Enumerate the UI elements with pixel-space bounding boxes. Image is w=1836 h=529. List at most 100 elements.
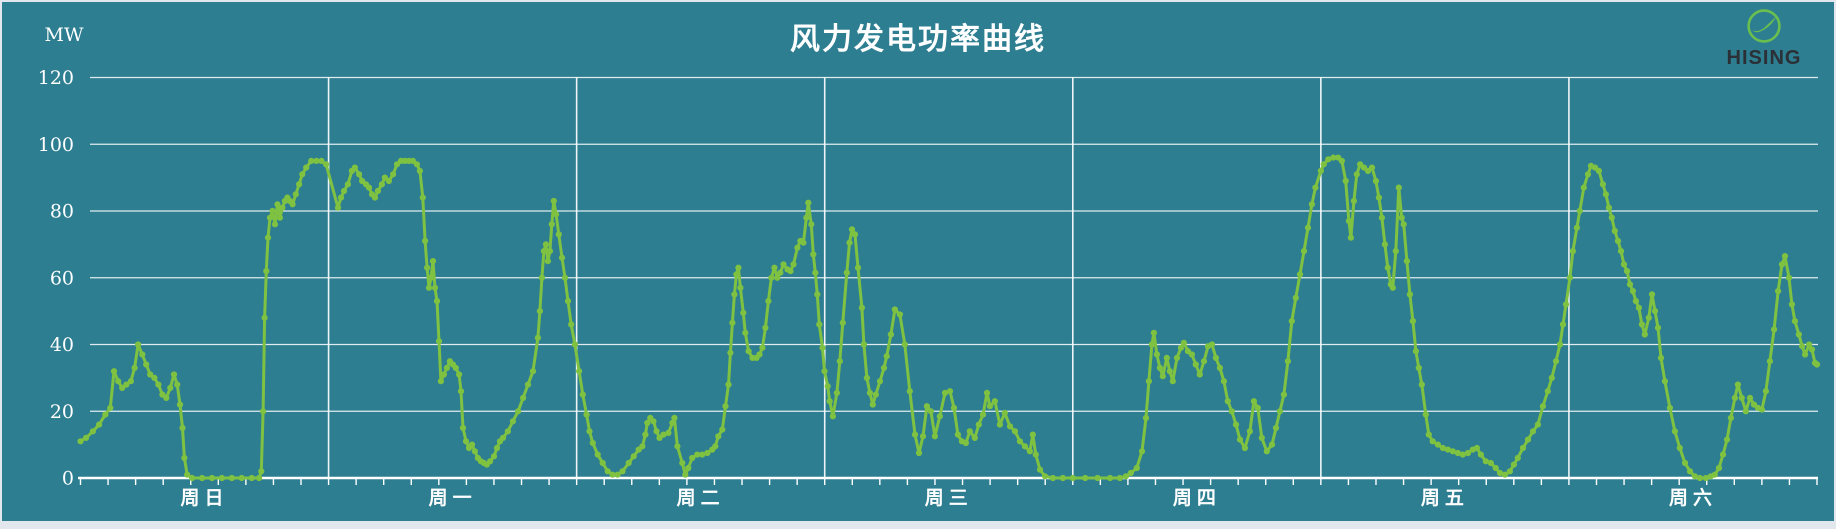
data-point-marker [975, 421, 982, 428]
data-point-marker [1224, 398, 1231, 405]
data-point-marker [422, 237, 429, 245]
x-day-label: 周二 [677, 487, 725, 509]
data-point-marker [1353, 171, 1360, 178]
data-point-marker [762, 324, 769, 331]
data-point-marker [1133, 464, 1140, 472]
data-point-marker [1384, 264, 1391, 271]
data-point-marker [821, 368, 828, 375]
data-point-marker [1389, 284, 1396, 291]
data-point-marker [189, 474, 196, 482]
data-point-marker [1325, 156, 1332, 163]
data-point-marker [1576, 207, 1583, 215]
data-point-marker [722, 403, 729, 410]
data-point-marker [954, 431, 962, 438]
data-point-marker [318, 157, 325, 164]
data-point-marker [292, 191, 299, 198]
data-point-marker [833, 389, 841, 396]
data-point-marker [390, 171, 397, 178]
data-point-marker [571, 341, 579, 348]
data-point-marker [936, 413, 943, 420]
data-point-marker [1657, 354, 1665, 361]
data-point-marker [1116, 474, 1123, 482]
data-point-marker [731, 291, 738, 298]
data-point-marker [520, 394, 527, 401]
data-point-marker [1094, 474, 1101, 482]
data-point-marker [1228, 408, 1235, 415]
data-point-marker [1623, 268, 1631, 275]
data-point-marker [184, 471, 191, 478]
data-point-marker [323, 161, 330, 168]
data-point-marker [735, 264, 742, 271]
data-point-marker [1766, 358, 1773, 365]
data-point-marker [1808, 346, 1816, 353]
data-point-marker [1312, 184, 1319, 191]
data-point-marker [1069, 474, 1076, 482]
data-point-marker [1519, 444, 1527, 452]
data-point-marker [589, 439, 596, 447]
data-point-marker [609, 471, 616, 478]
data-point-marker [1156, 364, 1163, 371]
data-point-marker [365, 184, 373, 191]
data-point-marker [1691, 473, 1698, 480]
data-point-marker [534, 334, 542, 341]
data-point-marker [1651, 308, 1659, 315]
data-point-marker [1177, 344, 1184, 351]
data-point-marker [729, 319, 736, 326]
data-point-marker [416, 167, 423, 174]
data-point-marker [356, 171, 363, 178]
data-point-marker [1464, 449, 1472, 457]
data-point-marker [509, 418, 516, 425]
hising-brand-text: HISING [1726, 47, 1802, 69]
data-point-marker [812, 269, 819, 276]
data-point-marker [553, 211, 560, 218]
data-point-marker [493, 444, 501, 452]
data-point-marker [1696, 474, 1703, 482]
data-point-marker [1444, 446, 1451, 453]
data-point-marker [1145, 378, 1152, 385]
data-point-marker [452, 364, 459, 371]
data-point-marker [866, 389, 874, 396]
data-point-marker [1762, 388, 1769, 395]
data-point-marker [599, 459, 606, 467]
data-point-marker [614, 471, 621, 478]
data-point-marker [1771, 326, 1778, 333]
data-point-marker [1635, 304, 1642, 311]
data-point-marker [1666, 404, 1673, 411]
data-point-marker [800, 239, 807, 246]
data-point-marker [82, 434, 90, 441]
data-point-marker [1292, 294, 1299, 301]
data-point-marker [1595, 167, 1602, 174]
data-point-marker [462, 438, 470, 445]
data-point-marker [544, 258, 552, 265]
data-point-marker [208, 474, 216, 482]
data-point-marker [427, 274, 435, 281]
data-point-marker [181, 454, 188, 462]
data-point-marker [653, 428, 660, 435]
data-point-marker [619, 468, 626, 475]
data-point-marker [1106, 474, 1114, 482]
data-point-marker [1617, 248, 1625, 255]
data-point-marker [1049, 474, 1056, 482]
data-point-marker [660, 431, 667, 438]
data-point-marker [433, 298, 441, 305]
data-point-marker [1580, 184, 1587, 191]
data-point-marker [576, 368, 583, 375]
data-point-marker [745, 348, 752, 355]
data-point-marker [1758, 406, 1765, 413]
data-point-marker [594, 451, 601, 458]
data-point-marker [1263, 448, 1270, 455]
data-point-marker [261, 314, 268, 321]
data-point-marker [1611, 227, 1618, 235]
data-point-marker [119, 384, 126, 391]
data-point-marker [337, 194, 345, 201]
data-point-marker [135, 341, 142, 348]
data-point-marker [1686, 468, 1694, 475]
data-point-marker [424, 264, 431, 271]
data-point-marker [986, 403, 994, 410]
data-point-marker [824, 383, 831, 390]
hising-logo-icon [1747, 9, 1781, 43]
data-point-marker [1192, 361, 1199, 368]
data-point-marker [1021, 443, 1028, 450]
data-point-marker [1338, 157, 1345, 164]
